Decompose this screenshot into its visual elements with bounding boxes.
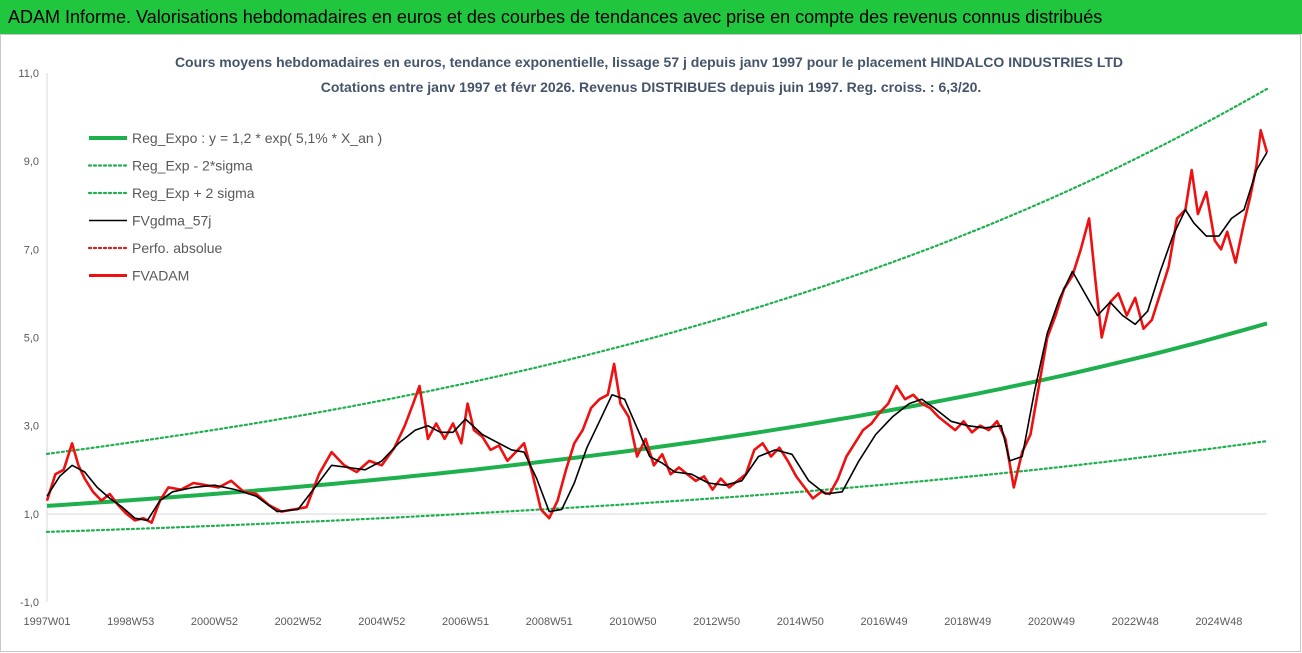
x-tick-label: 2014W50: [777, 616, 824, 628]
y-tick-label: 3,0: [24, 421, 39, 433]
y-ticks: -1,0 1,0 3,0 5,0 7,0 9,0 11,0: [18, 68, 39, 609]
chart-subtitle: Cotations entre janv 1997 et févr 2026. …: [321, 79, 982, 95]
legend-entry: FVADAM: [132, 268, 189, 284]
x-tick-label: 2018W49: [944, 616, 991, 628]
chart-svg: Cours moyens hebdomadaires en euros, ten…: [18, 54, 1269, 628]
x-tick-label: 2022W48: [1112, 616, 1159, 628]
series-line-reg-expo: [46, 321, 1268, 508]
legend: Reg_Expo : y = 1,2 * exp( 5,1% * X_an ) R…: [87, 130, 382, 284]
x-tick-label: 2016W49: [861, 616, 908, 628]
x-tick-label: 2024W48: [1195, 616, 1242, 628]
series-line-reg-exp: [45, 440, 1269, 533]
banner-title: ADAM Informe. Valorisations hebdomadaire…: [8, 7, 1103, 27]
series-line-fvgdma-57j: [46, 151, 1268, 522]
x-tick-label: 2020W49: [1028, 616, 1075, 628]
x-tick-label: 1998W53: [107, 616, 154, 628]
y-tick-label: 5,0: [24, 333, 39, 345]
y-tick-label: 9,0: [24, 156, 39, 168]
y-tick-label: 1,0: [24, 509, 39, 521]
x-tick-label: 2008W51: [526, 616, 573, 628]
series-group: [45, 87, 1269, 533]
report-banner: ADAM Informe. Valorisations hebdomadaire…: [0, 0, 1302, 34]
legend-entry: FVgdma_57j: [132, 213, 211, 229]
chart-title: Cours moyens hebdomadaires en euros, ten…: [175, 54, 1123, 70]
x-tick-label: 1997W01: [23, 616, 70, 628]
legend-entry: Reg_Expo : y = 1,2 * exp( 5,1% * X_an ): [132, 130, 382, 146]
legend-entry: Reg_Exp + 2 sigma: [132, 185, 255, 201]
x-tick-label: 2012W50: [693, 616, 740, 628]
x-tick-label: 2004W52: [358, 616, 405, 628]
x-tick-label: 2000W52: [191, 616, 238, 628]
y-tick-label: -1,0: [20, 597, 39, 609]
y-tick-label: 7,0: [24, 244, 39, 256]
series-line-reg-exp: [45, 87, 1269, 455]
y-tick-label: 11,0: [18, 68, 39, 80]
x-ticks: 1997W01 1998W53 2000W52 2002W52 2004W52 2006W…: [23, 616, 1242, 628]
legend-entry: Reg_Exp - 2*sigma: [132, 158, 253, 174]
legend-entry: Perfo. absolue: [132, 240, 222, 256]
x-tick-label: 2002W52: [275, 616, 322, 628]
x-tick-label: 2006W51: [442, 616, 489, 628]
chart-frame: Cours moyens hebdomadaires en euros, ten…: [0, 34, 1301, 652]
x-tick-label: 2010W50: [609, 616, 656, 628]
